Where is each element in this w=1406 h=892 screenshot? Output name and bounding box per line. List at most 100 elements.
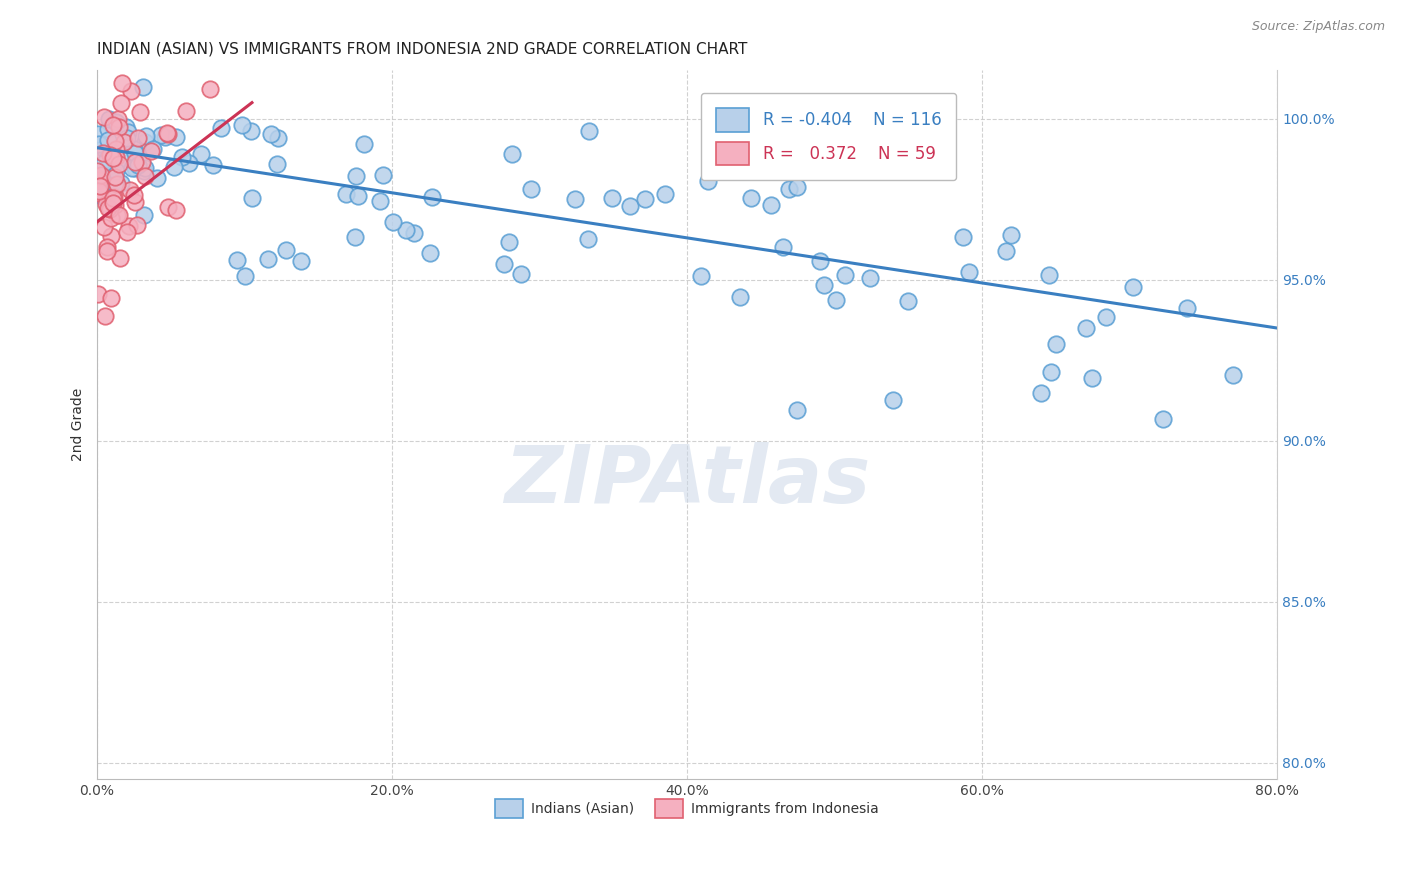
Point (118, 183, 141, 197)
Point (104, 173, 127, 187)
Point (105, 178, 128, 192)
Point (344, 230, 367, 244)
Point (122, 187, 145, 202)
Point (124, 155, 146, 169)
Point (87, 184, 110, 198)
Point (156, 127, 179, 141)
Point (94, 173, 117, 187)
Point (108, 157, 131, 171)
Point (117, 125, 139, 139)
Point (190, 147, 212, 161)
Point (101, 151, 124, 165)
Text: ZIPAtlas: ZIPAtlas (503, 442, 870, 520)
Point (510, 267, 533, 281)
Point (179, 155, 201, 169)
Point (104, 177, 127, 191)
Point (404, 226, 426, 240)
Point (100, 202, 122, 216)
Point (174, 103, 197, 118)
Point (105, 150, 128, 164)
Point (132, 208, 155, 222)
Point (131, 154, 153, 169)
Point (419, 246, 441, 260)
Point (834, 268, 856, 283)
Point (1029, 386, 1052, 401)
Point (96, 122, 118, 136)
Point (290, 253, 312, 268)
Point (124, 194, 146, 209)
Point (124, 145, 146, 160)
Point (90, 168, 112, 182)
Point (104, 164, 127, 178)
Point (103, 190, 125, 204)
Point (104, 135, 127, 149)
Point (202, 158, 225, 172)
Point (94, 309, 117, 323)
Point (492, 257, 515, 271)
Point (139, 144, 162, 158)
Point (132, 79, 155, 94)
Point (576, 232, 599, 246)
Point (813, 277, 835, 292)
Point (93, 220, 115, 235)
Point (103, 191, 125, 205)
Point (1038, 268, 1060, 283)
Point (578, 124, 600, 138)
Point (134, 161, 156, 175)
Point (101, 118, 124, 132)
Point (104, 169, 127, 184)
Point (100, 211, 122, 225)
Point (110, 95, 132, 110)
Point (395, 223, 418, 237)
Point (654, 187, 676, 202)
Point (697, 174, 720, 188)
Point (1076, 320, 1098, 334)
Point (1000, 228, 1022, 243)
Point (896, 294, 918, 309)
Point (104, 142, 127, 156)
Point (1175, 301, 1198, 315)
Point (778, 182, 800, 196)
Point (89, 186, 111, 201)
Point (142, 142, 165, 156)
Point (94, 185, 117, 199)
Point (242, 191, 264, 205)
Point (97, 133, 120, 147)
Point (882, 393, 904, 408)
Point (498, 235, 520, 249)
Point (110, 153, 132, 167)
Point (112, 135, 135, 149)
Point (121, 161, 143, 176)
Point (107, 208, 129, 222)
Point (115, 120, 138, 134)
Point (952, 230, 974, 244)
Point (87, 128, 110, 142)
Point (134, 169, 156, 183)
Point (266, 157, 288, 171)
Point (156, 200, 179, 214)
Point (1094, 310, 1116, 325)
Point (1222, 368, 1244, 382)
Point (96, 240, 118, 254)
Point (1040, 365, 1063, 379)
Point (134, 136, 156, 150)
Point (108, 208, 131, 222)
Point (108, 120, 131, 135)
Point (501, 147, 523, 161)
Point (619, 199, 641, 213)
Point (1122, 279, 1144, 293)
Point (689, 268, 711, 283)
Point (115, 131, 138, 145)
Point (772, 240, 794, 254)
Point (97, 112, 120, 126)
Point (124, 161, 146, 175)
Point (1152, 412, 1174, 426)
Point (858, 271, 880, 285)
Point (267, 131, 290, 145)
Point (740, 191, 762, 205)
Point (89, 174, 111, 188)
Point (346, 169, 368, 184)
Text: Source: ZipAtlas.com: Source: ZipAtlas.com (1251, 20, 1385, 33)
Point (101, 144, 124, 158)
Point (129, 105, 152, 120)
